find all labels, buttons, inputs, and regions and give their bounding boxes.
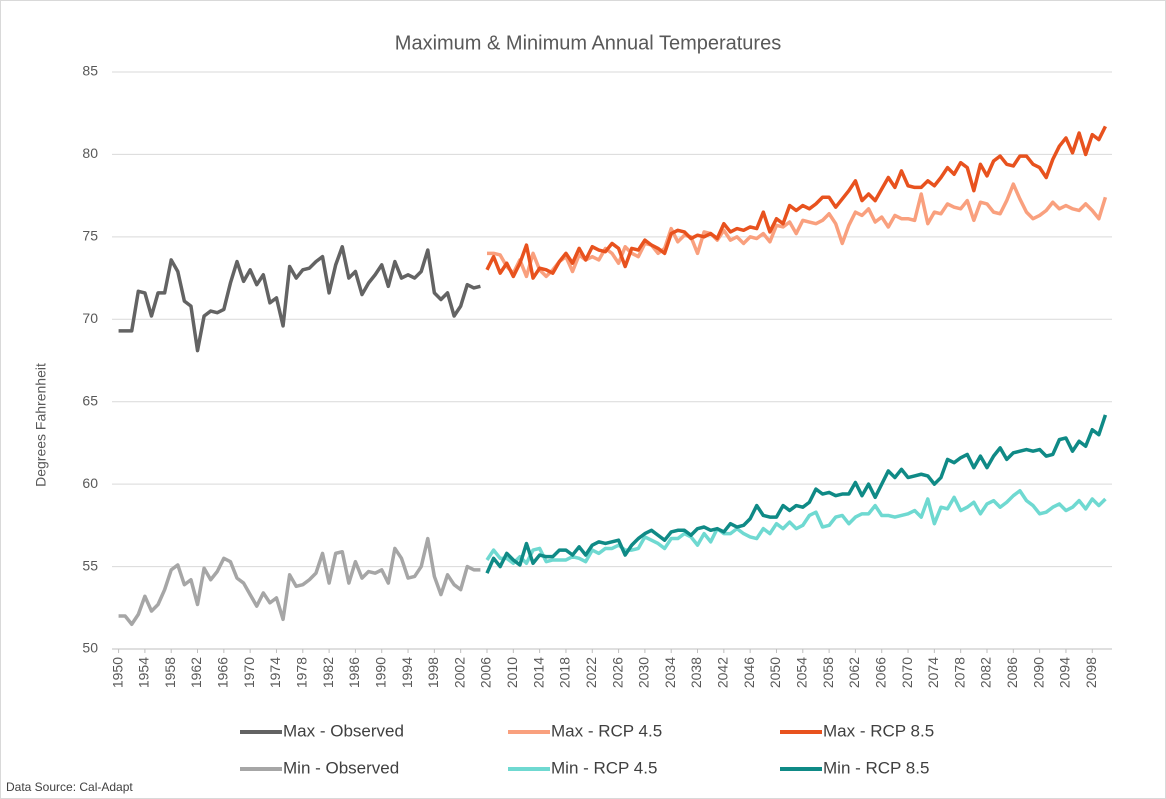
x-tick-label: 2030 [636, 657, 652, 688]
series-line [118, 536, 481, 627]
x-tick-label: 1954 [136, 657, 152, 688]
x-tick-label: 1950 [109, 657, 125, 688]
y-tick-label: 75 [82, 228, 98, 244]
x-tick-label: 2082 [978, 657, 994, 688]
x-tick-label: 2018 [557, 657, 573, 688]
x-tick-label: 2066 [872, 657, 888, 688]
x-tick-label: 2062 [846, 657, 862, 688]
x-tick-label: 2034 [662, 657, 678, 688]
x-tick-label: 2002 [451, 657, 467, 688]
x-tick-label: 1994 [399, 657, 415, 688]
x-tick-label: 2042 [715, 657, 731, 688]
x-tick-label: 2086 [1004, 657, 1020, 688]
x-tick-label: 2010 [504, 657, 520, 688]
x-tick-label: 2090 [1030, 657, 1046, 688]
y-tick-label: 70 [82, 310, 98, 326]
x-tick-label: 2098 [1083, 657, 1099, 688]
y-tick-label: 50 [82, 640, 98, 656]
series-line [118, 245, 481, 353]
series-line [485, 125, 1107, 280]
x-tick-label: 2054 [793, 657, 809, 688]
x-tick-label: 1974 [267, 657, 283, 688]
x-tick-label: 1958 [162, 657, 178, 688]
x-tick-label: 1998 [425, 657, 441, 688]
source-note: Data Source: Cal-Adapt [6, 780, 133, 794]
x-tick-label: 2006 [478, 657, 494, 688]
y-tick-label: 80 [82, 145, 98, 161]
legend-label: Min - RCP 4.5 [551, 758, 657, 777]
y-axis-title: Degrees Fahrenheit [33, 363, 49, 487]
x-tick-label: 2014 [530, 657, 546, 688]
x-tick-label: 2078 [951, 657, 967, 688]
x-tick-label: 2022 [583, 657, 599, 688]
legend-label: Min - RCP 8.5 [823, 758, 929, 777]
x-tick-label: 2094 [1057, 657, 1073, 688]
x-tick-label: 2046 [741, 657, 757, 688]
y-tick-label: 85 [82, 63, 98, 79]
x-tick-label: 1970 [241, 657, 257, 688]
x-tick-label: 2074 [925, 657, 941, 688]
y-tick-label: 65 [82, 392, 98, 408]
legend-label: Max - RCP 4.5 [551, 721, 662, 740]
x-tick-label: 2026 [609, 657, 625, 688]
x-tick-label: 1962 [188, 657, 204, 688]
legend-label: Max - Observed [283, 721, 404, 740]
x-tick-label: 1982 [320, 657, 336, 688]
series-line [485, 488, 1107, 566]
legend-label: Max - RCP 8.5 [823, 721, 934, 740]
chart-title: Maximum & Minimum Annual Temperatures [395, 32, 781, 54]
y-tick-label: 55 [82, 557, 98, 573]
x-tick-label: 2038 [688, 657, 704, 688]
y-tick-label: 60 [82, 475, 98, 491]
legend-label: Min - Observed [283, 758, 399, 777]
x-tick-label: 1966 [215, 657, 231, 688]
x-tick-label: 1986 [346, 657, 362, 688]
x-tick-label: 2050 [767, 657, 783, 688]
x-tick-label: 1990 [372, 657, 388, 688]
x-tick-label: 2070 [899, 657, 915, 688]
x-tick-label: 1978 [293, 657, 309, 688]
series-line [485, 414, 1108, 574]
x-tick-label: 2058 [820, 657, 836, 688]
series-line [487, 182, 1108, 279]
